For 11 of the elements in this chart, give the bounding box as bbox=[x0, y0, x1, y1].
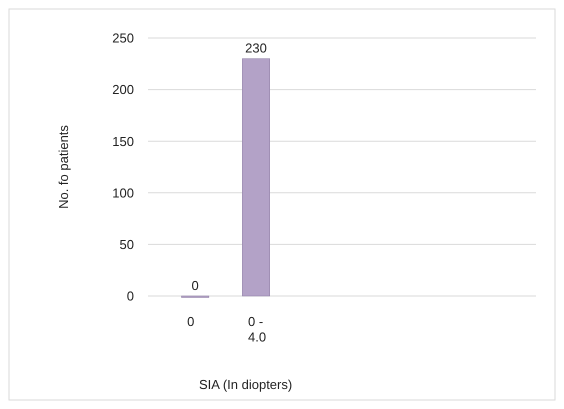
y-tick-label: 200 bbox=[112, 82, 134, 98]
y-tick-label: 100 bbox=[112, 185, 134, 200]
x-axis-title: SIA (In diopters) bbox=[198, 377, 292, 392]
y-tick-label: 250 bbox=[112, 30, 134, 46]
data-label: 230 bbox=[245, 40, 267, 56]
data-label: 0 bbox=[192, 278, 199, 293]
y-tick-label: 50 bbox=[120, 236, 134, 252]
y-axis-title: No. fo patients bbox=[56, 124, 71, 209]
y-tick-label: 0 bbox=[126, 288, 134, 304]
y-tick-label: 150 bbox=[112, 134, 134, 149]
x-tick-label: 0 - 4.0 bbox=[248, 314, 266, 345]
